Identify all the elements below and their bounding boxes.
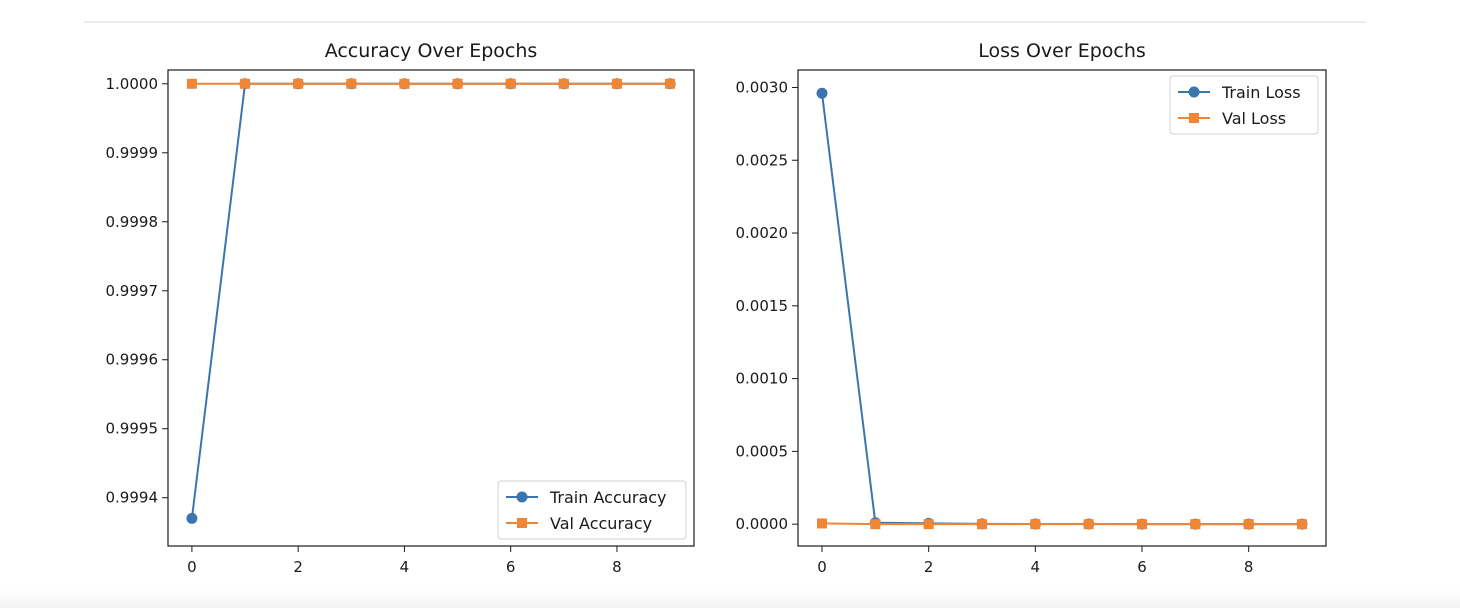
chart-title: Loss Over Epochs bbox=[978, 40, 1146, 62]
y-tick-label: 0.0025 bbox=[736, 151, 789, 169]
x-tick-label: 6 bbox=[506, 558, 516, 576]
series-line-1 bbox=[821, 93, 1302, 526]
legend-label: Train Loss bbox=[1221, 83, 1301, 102]
y-tick-label: 0.0005 bbox=[736, 442, 789, 460]
x-tick-label: 4 bbox=[400, 558, 410, 576]
bottom-edge bbox=[0, 590, 1460, 608]
data-point bbox=[186, 512, 198, 524]
series-line-1 bbox=[190, 82, 671, 519]
data-point bbox=[977, 519, 987, 530]
data-point bbox=[923, 519, 934, 530]
axes-frame bbox=[167, 69, 695, 547]
legend-marker bbox=[1189, 113, 1199, 123]
top-divider bbox=[84, 21, 1366, 23]
legend-marker bbox=[1188, 86, 1200, 98]
y-tick-label: 1.0000 bbox=[106, 75, 159, 93]
x-tick-label: 4 bbox=[1031, 558, 1041, 576]
y-tick-label: 0.0020 bbox=[736, 224, 789, 242]
data-point bbox=[293, 78, 304, 89]
x-tick-label: 8 bbox=[612, 558, 622, 576]
data-point bbox=[399, 78, 410, 89]
y-tick-label: 0.9996 bbox=[106, 351, 159, 369]
data-point bbox=[1030, 519, 1041, 530]
legend-box bbox=[497, 480, 687, 540]
data-point bbox=[240, 78, 251, 89]
y-tick-label: 0.9999 bbox=[106, 144, 159, 162]
y-tick-label: 0.0015 bbox=[736, 297, 789, 315]
legend-box bbox=[1169, 75, 1319, 135]
chart-title: Accuracy Over Epochs bbox=[325, 40, 538, 62]
data-point bbox=[870, 519, 881, 530]
y-tick-label: 0.0000 bbox=[736, 515, 789, 533]
axes-frame bbox=[797, 69, 1327, 547]
y-tick-label: 0.9995 bbox=[106, 420, 159, 438]
data-point bbox=[1083, 519, 1094, 530]
legend-label: Val Accuracy bbox=[550, 514, 652, 533]
data-point bbox=[558, 78, 569, 89]
data-point bbox=[817, 518, 827, 529]
y-tick-label: 0.0030 bbox=[736, 78, 789, 96]
y-tick-label: 0.0010 bbox=[736, 370, 789, 388]
data-point bbox=[611, 78, 622, 89]
x-tick-label: 2 bbox=[924, 558, 934, 576]
data-point bbox=[346, 78, 357, 89]
series-line-2 bbox=[821, 522, 1302, 526]
accuracy-chart: Accuracy Over Epochs 0.9994 0.9995 0.9996 0.… bbox=[106, 40, 695, 576]
x-tick-label: 0 bbox=[187, 558, 197, 576]
data-point bbox=[1190, 519, 1201, 530]
y-tick-label: 0.9997 bbox=[106, 282, 159, 300]
y-tick-label: 0.9994 bbox=[106, 489, 159, 507]
legend-marker bbox=[517, 518, 527, 528]
loss-chart: Loss Over Epochs 0.0000 0.0005 0.0010 0.0015… bbox=[736, 40, 1327, 576]
legend-label: Val Loss bbox=[1222, 109, 1286, 128]
y-tick-label: 0.9998 bbox=[106, 213, 159, 231]
data-point bbox=[1137, 519, 1147, 530]
x-tick-label: 6 bbox=[1137, 558, 1147, 576]
x-tick-label: 2 bbox=[293, 558, 303, 576]
legend-label: Train Accuracy bbox=[549, 488, 667, 507]
data-point bbox=[505, 78, 516, 89]
data-point bbox=[1243, 519, 1254, 530]
x-tick-label: 8 bbox=[1244, 558, 1254, 576]
data-point bbox=[1297, 519, 1307, 530]
data-point bbox=[816, 87, 828, 99]
data-point bbox=[665, 78, 676, 89]
legend-marker bbox=[516, 491, 528, 503]
data-point bbox=[452, 78, 463, 89]
x-tick-label: 0 bbox=[817, 558, 827, 576]
data-point bbox=[186, 78, 197, 89]
